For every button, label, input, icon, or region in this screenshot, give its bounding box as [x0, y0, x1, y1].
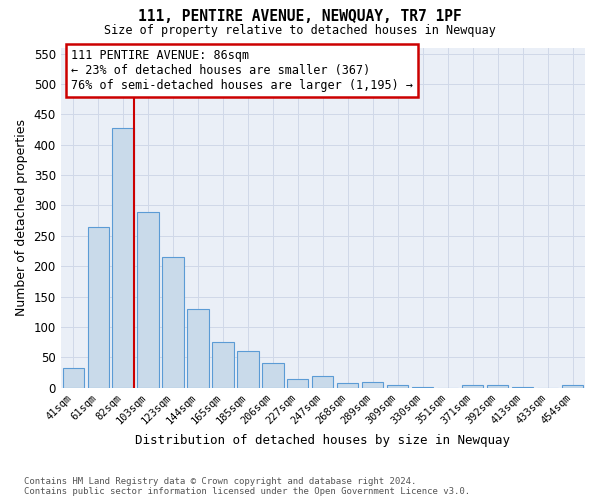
Bar	[163, 257, 184, 388]
Text: Size of property relative to detached houses in Newquay: Size of property relative to detached ho…	[104, 24, 496, 37]
Bar	[362, 382, 383, 388]
Bar	[312, 376, 334, 388]
Text: Contains HM Land Registry data © Crown copyright and database right 2024.: Contains HM Land Registry data © Crown c…	[24, 477, 416, 486]
Y-axis label: Number of detached properties: Number of detached properties	[15, 119, 28, 316]
Text: Contains public sector information licensed under the Open Government Licence v3: Contains public sector information licen…	[24, 487, 470, 496]
Text: 111 PENTIRE AVENUE: 86sqm
← 23% of detached houses are smaller (367)
76% of semi: 111 PENTIRE AVENUE: 86sqm ← 23% of detac…	[71, 49, 413, 92]
Bar	[412, 386, 433, 388]
Text: 111, PENTIRE AVENUE, NEWQUAY, TR7 1PF: 111, PENTIRE AVENUE, NEWQUAY, TR7 1PF	[138, 9, 462, 24]
Bar	[88, 226, 109, 388]
Bar	[287, 378, 308, 388]
Bar	[387, 384, 409, 388]
Bar	[562, 384, 583, 388]
Bar	[337, 384, 358, 388]
Bar	[262, 364, 284, 388]
X-axis label: Distribution of detached houses by size in Newquay: Distribution of detached houses by size …	[136, 434, 511, 448]
Bar	[137, 212, 158, 388]
Bar	[512, 386, 533, 388]
Bar	[487, 384, 508, 388]
Bar	[462, 384, 483, 388]
Bar	[187, 308, 209, 388]
Bar	[62, 368, 84, 388]
Bar	[212, 342, 233, 388]
Bar	[238, 352, 259, 388]
Bar	[112, 128, 134, 388]
